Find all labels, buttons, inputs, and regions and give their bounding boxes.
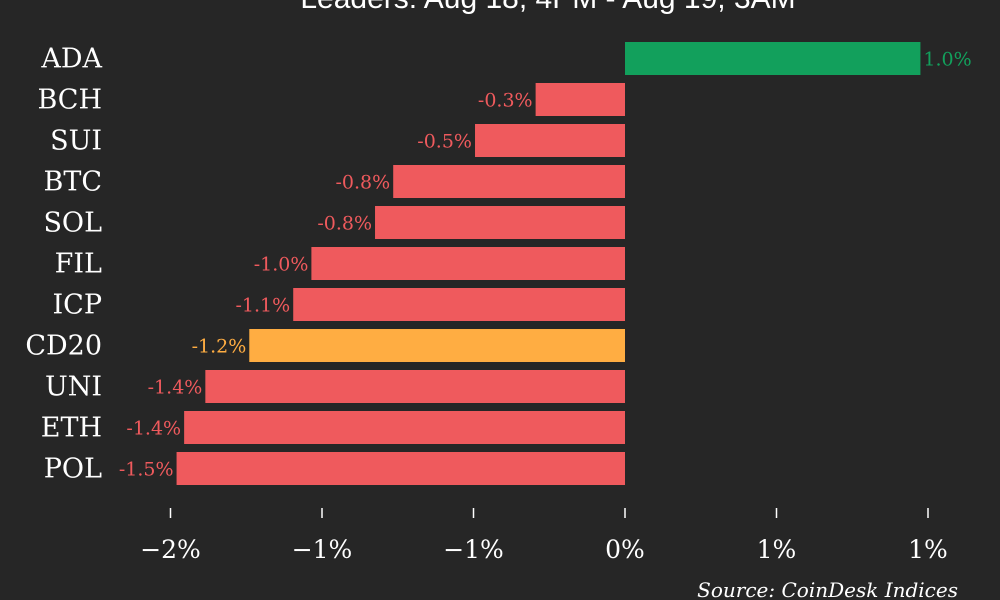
bar	[249, 329, 625, 362]
category-label: ADA	[40, 44, 102, 75]
category-label: SUI	[50, 126, 102, 157]
category-label: POL	[44, 454, 102, 485]
bar	[311, 247, 625, 280]
bar	[625, 42, 921, 75]
data-label: -0.5%	[417, 131, 472, 153]
data-label: 1.0%	[923, 49, 971, 71]
data-label: -1.4%	[126, 418, 181, 440]
x-tick-label: 1%	[757, 535, 797, 564]
category-label: FIL	[55, 249, 102, 280]
data-label: -0.3%	[478, 90, 533, 112]
bar	[205, 370, 625, 403]
data-label: -1.4%	[148, 377, 203, 399]
bar	[293, 288, 625, 321]
bars-group: ADA 1.0% BCH -0.3% SUI -0.5% BTC -0.8% SOL -0.8% F…	[25, 42, 972, 485]
x-tick-label: 0%	[605, 535, 645, 564]
bar	[176, 452, 625, 485]
bar	[393, 165, 625, 198]
data-label: -1.1%	[236, 295, 291, 317]
bar	[375, 206, 625, 239]
category-label: ICP	[53, 290, 103, 321]
category-label: ETH	[41, 413, 102, 444]
category-label: CD20	[25, 331, 102, 362]
data-label: -0.8%	[317, 213, 372, 235]
data-label: -1.0%	[254, 254, 309, 276]
category-label: BCH	[37, 85, 102, 116]
x-tick-label: −1%	[443, 535, 504, 564]
category-label: BTC	[43, 167, 102, 198]
bar	[184, 411, 625, 444]
data-label: -1.2%	[192, 336, 247, 358]
bar	[535, 83, 625, 116]
source-note: Source: CoinDesk Indices	[697, 578, 958, 600]
category-label: SOL	[43, 208, 102, 239]
x-axis: −2% −1% −1% 0% 1% 1%	[140, 508, 948, 564]
x-tick-label: −1%	[292, 535, 353, 564]
x-tick-label: −2%	[140, 535, 201, 564]
bar	[475, 124, 625, 157]
data-label: -1.5%	[119, 459, 174, 481]
x-tick-label: 1%	[908, 535, 948, 564]
data-label: -0.8%	[336, 172, 391, 194]
chart-title: Leaders: Aug 18, 4PM - Aug 19, 3AM	[300, 0, 795, 15]
category-label: UNI	[45, 372, 102, 403]
